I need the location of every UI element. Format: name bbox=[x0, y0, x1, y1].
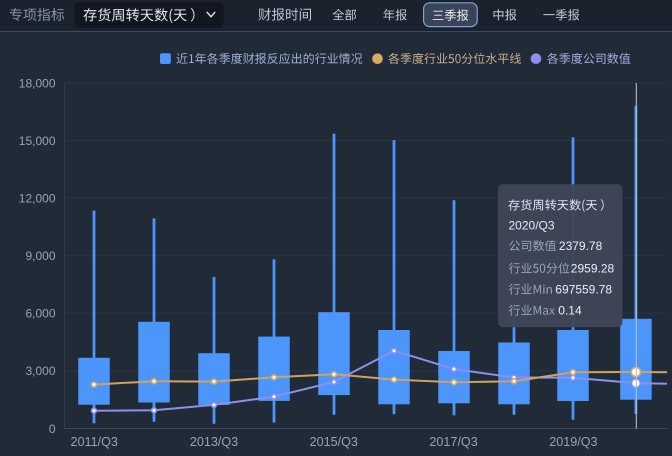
svg-text:9,000: 9,000 bbox=[25, 249, 55, 263]
svg-text:6,000: 6,000 bbox=[25, 307, 55, 321]
svg-text:2379.78: 2379.78 bbox=[559, 239, 603, 253]
svg-text:2011/Q3: 2011/Q3 bbox=[71, 435, 118, 449]
svg-text:2015/Q3: 2015/Q3 bbox=[310, 435, 358, 449]
svg-text:2013/Q3: 2013/Q3 bbox=[190, 435, 238, 449]
svg-text:0: 0 bbox=[49, 422, 56, 436]
svg-text:3,000: 3,000 bbox=[25, 364, 55, 378]
svg-text:2017/Q3: 2017/Q3 bbox=[429, 435, 477, 449]
svg-text:0.14: 0.14 bbox=[558, 304, 582, 318]
svg-text:15,000: 15,000 bbox=[19, 134, 56, 148]
svg-text:2959.28: 2959.28 bbox=[571, 262, 615, 276]
svg-text:12,000: 12,000 bbox=[19, 191, 56, 205]
svg-text:18,000: 18,000 bbox=[19, 76, 56, 90]
svg-text:697559.78: 697559.78 bbox=[555, 283, 612, 297]
svg-text:2019/Q3: 2019/Q3 bbox=[549, 435, 597, 449]
svg-text:2020/Q3: 2020/Q3 bbox=[509, 218, 555, 232]
